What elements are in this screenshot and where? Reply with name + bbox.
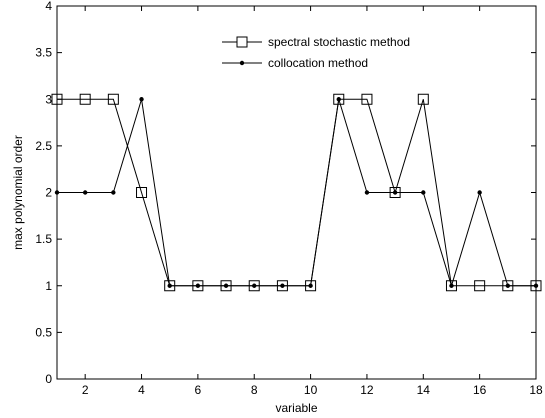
y-tick-label: 3.5 [35,46,52,60]
data-point-dot [477,190,482,195]
data-point-dot [280,283,285,288]
x-tick-label: 14 [417,383,431,397]
data-point-square [51,93,63,105]
data-point-dot [533,283,539,288]
series-line [57,99,536,288]
data-point-dot [449,283,454,288]
y-tick-label: 3 [45,92,52,106]
data-point-dot [505,283,511,288]
data-point-square [474,280,486,292]
y-tick-label: 4 [45,0,52,13]
legend-label: collocation method [268,56,368,70]
x-tick-label: 10 [304,383,318,397]
y-tick-label: 2 [45,186,52,200]
y-tick-label: 2.5 [35,139,52,153]
x-tick-label: 6 [195,383,202,397]
data-point-square [107,93,119,105]
data-point-dot [223,283,229,288]
x-tick-label: 2 [82,383,89,397]
axis-ticks: 2 4 6 8 10 12 14 16 18 0 0.5 1 1.5 2 2.5 3 3.5 4 [35,0,543,397]
data-point-dot [82,190,88,195]
data-point-dot [111,190,116,195]
legend-marker-dot [239,60,245,66]
y-tick-label: 0.5 [35,325,52,339]
y-axis-label: max polynomial order [11,135,25,250]
data-point-square [333,93,345,105]
data-point-dot [139,97,144,102]
y-tick-label: 1.5 [35,232,52,246]
data-point-dot [421,190,426,195]
data-point-square [136,187,148,198]
x-tick-label: 12 [360,383,374,397]
legend: spectral stochastic method collocation me… [222,35,410,70]
data-point-square [445,280,457,292]
data-point-dot [308,283,313,288]
series-layer [51,93,542,292]
data-point-dot [336,97,341,102]
x-axis-label: variable [275,401,317,415]
data-point-square [79,93,91,105]
data-point-square [361,93,373,105]
x-tick-label: 4 [138,383,145,397]
data-point-dot [364,190,370,195]
x-tick-label: 18 [529,383,543,397]
x-tick-label: 16 [473,383,487,397]
y-tick-label: 0 [45,372,52,386]
y-tick-label: 1 [45,279,52,293]
data-point-dot [54,190,60,195]
data-point-dot [392,190,398,195]
data-point-square [417,93,429,105]
data-point-dot [252,283,257,288]
series-collocation [54,97,539,288]
data-point-dot [195,283,201,288]
legend-label: spectral stochastic method [268,35,410,49]
x-tick-label: 8 [251,383,258,397]
legend-marker-square [236,36,248,48]
data-point-dot [167,283,172,288]
